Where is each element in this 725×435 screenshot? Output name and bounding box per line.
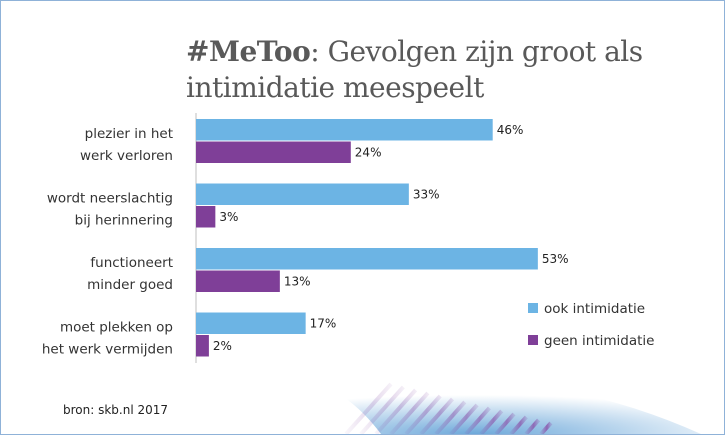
title-line2: intimidatie meespeelt [186,71,484,104]
legend-swatch [528,335,538,345]
wave-stripe [359,385,405,434]
category-label: minder goed [87,277,173,293]
bar [196,270,280,292]
category-label: moet plekken op [60,320,173,336]
wave-stripe [494,412,516,434]
legend-label: ook intimidatie [544,301,645,317]
bar [196,335,209,357]
title-bold: #MeToo [186,35,311,68]
data-label: 17% [310,317,337,331]
wave-stripe [344,382,393,434]
legend-label: geen intimidatie [544,333,654,349]
wave-stripe [449,403,479,434]
data-label: 33% [413,188,440,202]
chart-title: #MeToo: Gevolgen zijn groot als intimidat… [186,34,643,106]
legend-swatch [528,303,538,313]
category-label: wordt neerslachtig [47,191,173,207]
wave-stripe [419,397,454,434]
data-label: 3% [219,210,238,224]
wave-stripe [389,391,430,434]
category-label: werk verloren [80,148,173,164]
bar [196,119,493,141]
wave-stripe [509,415,528,434]
category-label: plezier in het [85,126,173,142]
wave-stripe [524,418,541,434]
data-label: 46% [497,123,524,137]
bar [196,206,216,228]
data-label: 53% [542,252,569,266]
title-rest: : Gevolgen zijn groot als [310,35,643,68]
wave-stripe [539,421,553,434]
wave-stripe [404,394,442,434]
category-label: functioneert [90,255,173,271]
bar [196,183,409,205]
data-label: 2% [213,339,232,353]
decorative-wave [291,378,701,434]
wave-stripe [374,388,418,434]
category-label: bij herinnering [75,213,173,229]
bar [196,248,538,270]
wave-stripe [434,400,467,434]
source-note: bron: skb.nl 2017 [63,403,169,417]
bar [196,141,351,163]
category-label: het werk vermijden [42,342,173,358]
bar [196,312,306,334]
data-label: 13% [284,275,311,289]
wave-stripe [479,409,504,434]
wave-stripe [464,406,491,434]
data-label: 24% [355,146,382,160]
